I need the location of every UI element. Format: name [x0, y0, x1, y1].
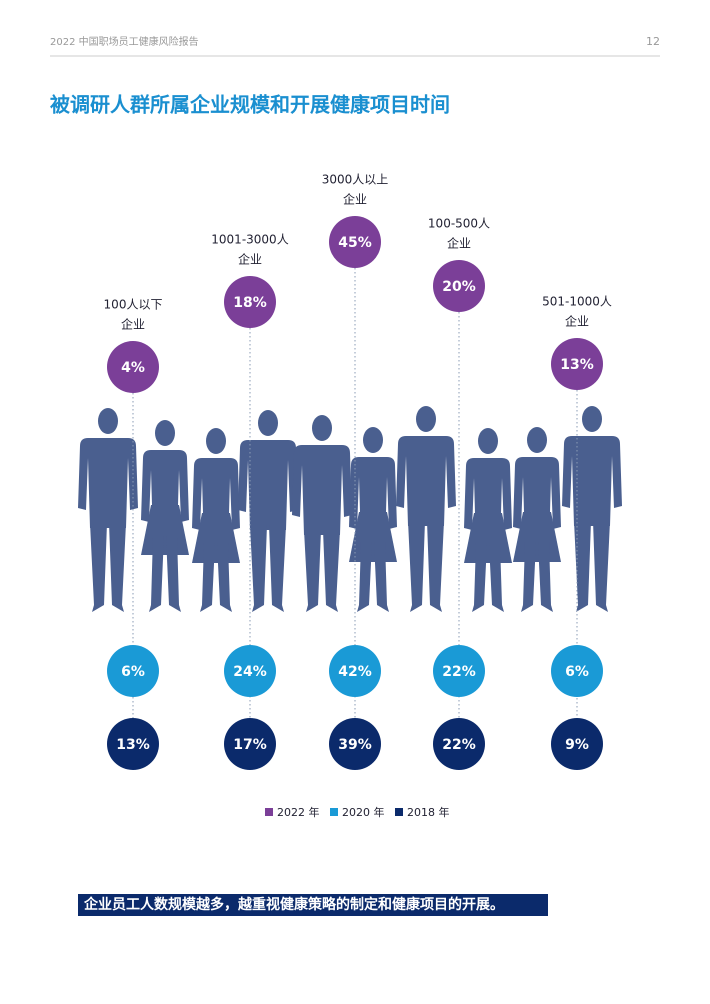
bubble-value: 13%	[116, 737, 150, 753]
group-label: 企业	[565, 314, 589, 329]
bubble	[107, 645, 159, 697]
bubble	[433, 260, 485, 312]
person	[192, 428, 240, 612]
bubble-value: 22%	[442, 664, 476, 680]
group-label: 企业	[343, 192, 367, 207]
head	[155, 420, 175, 446]
head	[98, 408, 118, 434]
legend-label: 2020 年	[342, 805, 385, 819]
person	[238, 410, 298, 612]
legend-label: 2022 年	[277, 805, 320, 819]
legs	[472, 543, 504, 612]
legend-label: 2018 年	[407, 805, 450, 819]
head	[258, 410, 278, 436]
bubble-value: 42%	[338, 664, 372, 680]
bubble	[433, 718, 485, 770]
bubble-value: 20%	[442, 279, 476, 295]
torso	[238, 440, 298, 530]
legend-swatch	[265, 808, 273, 816]
torso	[562, 436, 622, 526]
bubble-value: 6%	[565, 664, 589, 680]
bubble	[551, 645, 603, 697]
bubble-value: 24%	[233, 664, 267, 680]
person	[562, 406, 622, 612]
bubble	[329, 216, 381, 268]
legs	[408, 521, 444, 612]
torso	[396, 436, 456, 526]
bubble	[329, 645, 381, 697]
legs	[149, 535, 181, 612]
head	[363, 427, 383, 453]
groups: 100人以下企业4%6%13%1001-3000人企业18%24%17%3000…	[104, 173, 612, 770]
group-label: 100人以下	[104, 298, 163, 312]
person	[349, 427, 397, 612]
report-name: 2022 中国职场员工健康风险报告	[50, 35, 199, 48]
bubble-value: 39%	[338, 737, 372, 753]
group-label: 企业	[121, 317, 145, 332]
group-label: 1001-3000人	[211, 233, 288, 247]
bubble-value: 4%	[121, 360, 145, 376]
head	[206, 428, 226, 454]
head	[312, 415, 332, 441]
bubble	[224, 276, 276, 328]
legs	[200, 543, 232, 612]
bubble	[551, 338, 603, 390]
group-label: 501-1000人	[542, 295, 612, 309]
person	[141, 420, 189, 612]
head	[478, 428, 498, 454]
bubble	[329, 718, 381, 770]
bubble-value: 13%	[560, 357, 594, 373]
bubble	[224, 718, 276, 770]
head	[416, 406, 436, 432]
bubble-value: 6%	[121, 664, 145, 680]
legs	[304, 530, 340, 612]
conclusion: 企业员工人数规模越多，越重视健康策略的制定和健康项目的开展。	[83, 896, 504, 913]
torso	[78, 438, 138, 528]
bubble	[551, 718, 603, 770]
person	[396, 406, 456, 612]
bubble-value: 22%	[442, 737, 476, 753]
bubble	[107, 718, 159, 770]
bubble	[107, 341, 159, 393]
bubble-value: 45%	[338, 235, 372, 251]
bubble-value: 17%	[233, 737, 267, 753]
legs	[521, 542, 553, 612]
bubble-value: 18%	[233, 295, 267, 311]
bubble-value: 9%	[565, 737, 589, 753]
page-title: 被调研人群所属企业规模和开展健康项目时间	[50, 93, 450, 117]
group-label: 企业	[238, 252, 262, 267]
group-label: 企业	[447, 236, 471, 251]
head	[582, 406, 602, 432]
page-number: 12	[646, 35, 660, 48]
person	[78, 408, 138, 612]
legs	[90, 523, 126, 612]
person	[292, 415, 352, 612]
conclusion-band	[78, 894, 548, 916]
legs	[357, 542, 389, 612]
bubble	[224, 645, 276, 697]
person	[513, 427, 561, 612]
group-label: 100-500人	[428, 217, 490, 231]
legend-swatch	[395, 808, 403, 816]
group-label: 3000人以上	[322, 173, 389, 187]
head	[527, 427, 547, 453]
legend: 2022 年 2020 年 2018 年	[265, 805, 450, 819]
person	[464, 428, 512, 612]
torso	[292, 445, 352, 535]
silhouettes	[78, 406, 622, 612]
legs	[250, 525, 286, 612]
bubble	[433, 645, 485, 697]
legs	[574, 521, 610, 612]
legend-swatch	[330, 808, 338, 816]
